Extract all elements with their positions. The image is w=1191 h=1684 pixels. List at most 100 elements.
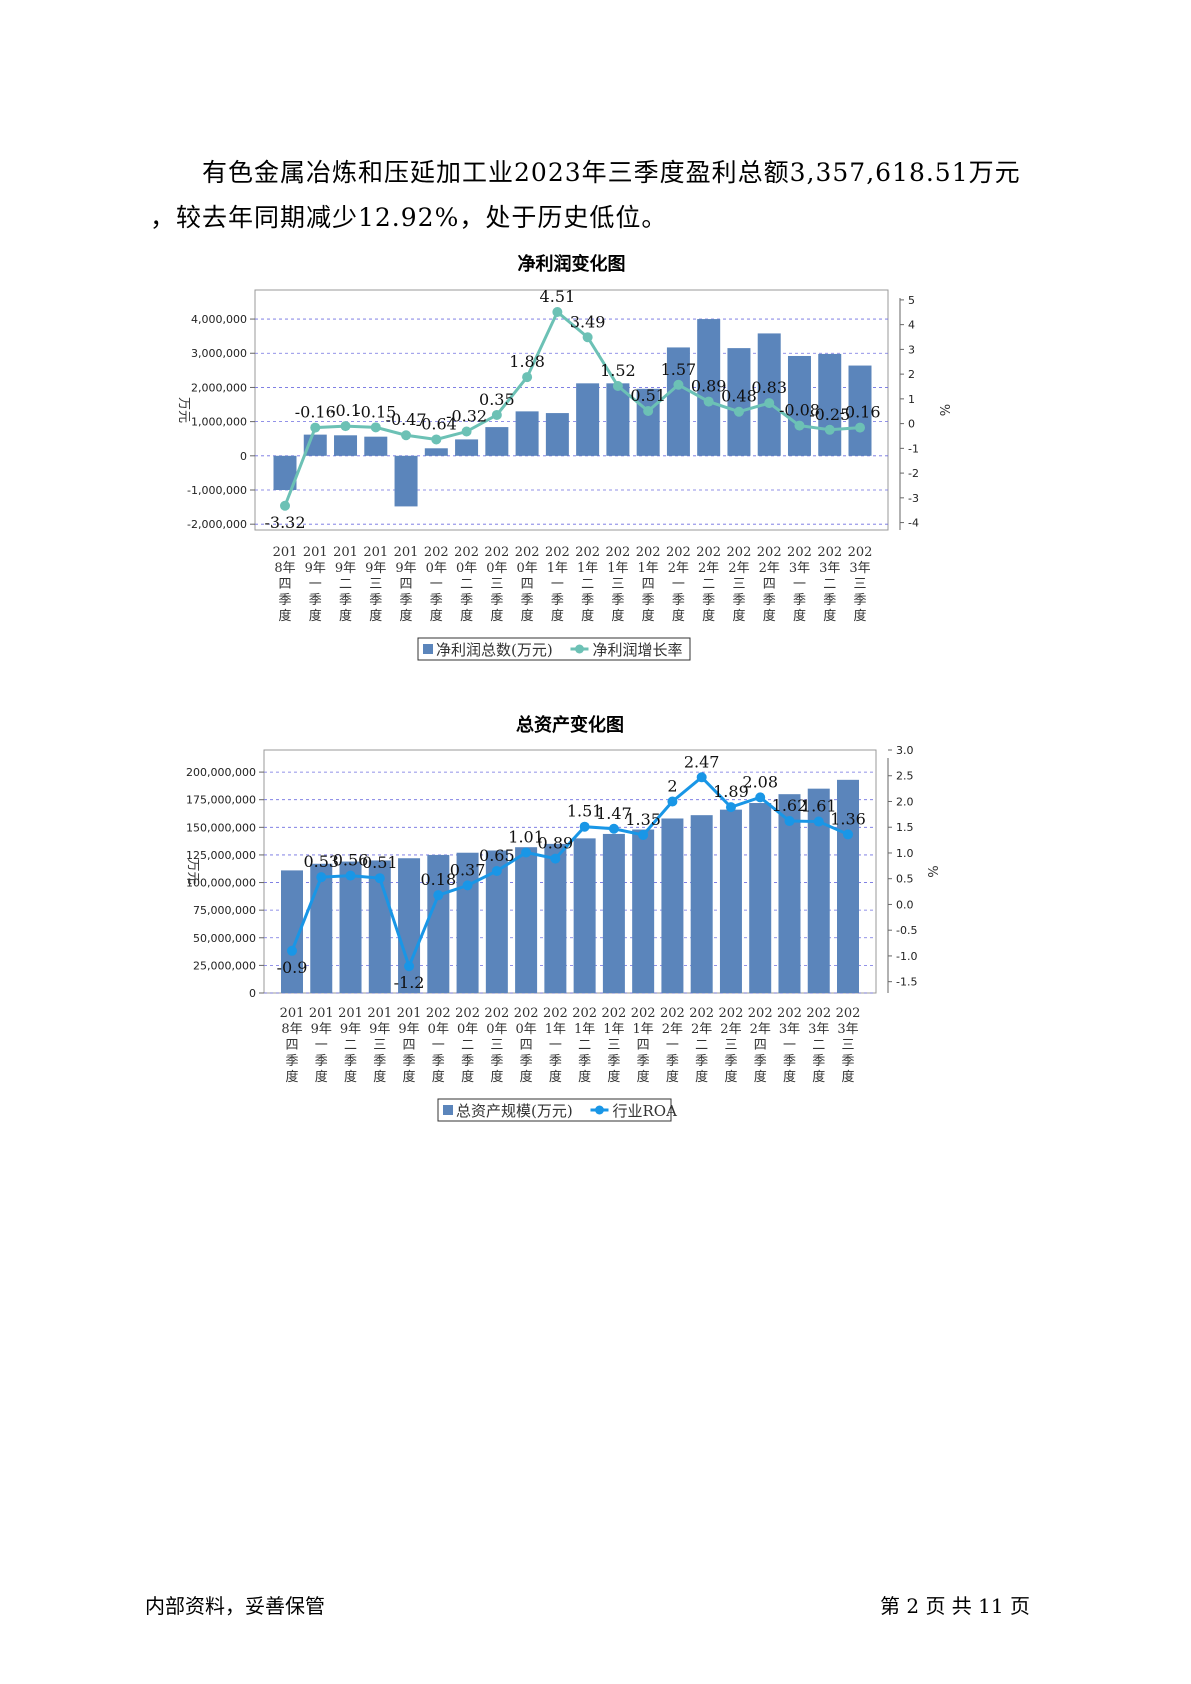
x-tick-label-part: 一: [793, 577, 806, 592]
x-tick-label-part: 202: [806, 1006, 831, 1021]
x-tick-label-part: 2年: [662, 1022, 683, 1037]
data-label: -0.08: [779, 401, 820, 420]
y2-tick-label: 1: [908, 393, 915, 406]
x-tick-label-part: 季: [702, 593, 715, 608]
y-tick-label: -1,000,000: [187, 484, 247, 497]
line-point: [280, 500, 290, 511]
line-point: [755, 792, 766, 803]
x-tick-label-part: 季: [315, 1054, 328, 1069]
x-tick-label-part: 四: [642, 577, 655, 592]
y-tick-label: 2,000,000: [191, 381, 247, 394]
data-label: -3.32: [264, 513, 305, 532]
y2-tick-label: -1.0: [896, 950, 917, 963]
line-point: [552, 307, 563, 318]
bar: [749, 803, 772, 993]
x-tick-label-part: 季: [724, 1054, 737, 1069]
y-axis-label: 万元: [176, 397, 191, 423]
x-tick-label-part: 一: [549, 1038, 562, 1053]
line-point: [725, 802, 736, 813]
data-label: -0.25: [809, 405, 850, 424]
x-tick-label-part: 度: [551, 608, 564, 624]
x-tick-label-part: 201: [367, 1006, 392, 1021]
data-label: 2: [667, 776, 677, 795]
x-tick-label-part: 季: [841, 1054, 854, 1069]
x-tick-label: 2023年三季度: [836, 1006, 861, 1085]
footer-confidential: 内部资料，妥善保管: [145, 1594, 325, 1618]
data-label: -1.2: [394, 973, 425, 992]
x-tick-label-part: 202: [605, 545, 630, 560]
x-tick-label-part: 1年: [577, 561, 598, 576]
x-tick-label-part: 度: [666, 1069, 679, 1085]
line-point: [696, 772, 707, 783]
x-tick-label-part: 度: [637, 1069, 650, 1085]
x-tick-label-part: 0年: [515, 1022, 536, 1037]
bar: [690, 815, 713, 993]
x-tick-label-part: 四: [754, 1038, 767, 1053]
bar: [757, 333, 781, 456]
y2-tick-label: 2.0: [896, 795, 914, 808]
data-label: 0.89: [538, 834, 574, 853]
line-point: [733, 406, 744, 417]
x-tick-label-part: 202: [666, 545, 691, 560]
x-tick-label-part: 二: [460, 577, 473, 592]
legend: 净利润总数(万元) 净利润增长率: [417, 637, 691, 661]
line-point: [401, 430, 412, 441]
x-tick-label-part: 三: [490, 577, 503, 592]
x-tick-label-part: 季: [637, 1054, 650, 1069]
x-tick-label-part: 度: [853, 608, 866, 624]
line-point: [855, 422, 865, 433]
x-tick-label-part: 季: [369, 593, 382, 608]
bar: [697, 319, 721, 456]
y-tick-label: -2,000,000: [187, 518, 247, 531]
x-tick-label-part: 度: [309, 608, 322, 624]
line-point: [370, 422, 381, 433]
x-tick-label-part: 2年: [759, 561, 780, 576]
x-tick-label-part: 季: [373, 1054, 386, 1069]
y-tick-label: 175,000,000: [186, 794, 256, 807]
x-tick-label-part: 202: [601, 1006, 626, 1021]
x-tick-label-part: 一: [783, 1038, 796, 1053]
bar: [334, 435, 358, 456]
x-tick-label-part: 季: [460, 593, 473, 608]
x-tick-label-part: 季: [642, 593, 655, 608]
data-label: 1.47: [596, 804, 632, 823]
x-tick-label-part: 202: [454, 545, 479, 560]
bar: [424, 448, 448, 456]
y2-tick-label: -1: [908, 442, 919, 455]
x-tick-label-part: 季: [400, 593, 413, 608]
x-tick-label-part: 季: [578, 1054, 591, 1069]
x-tick-label-part: 季: [520, 1054, 533, 1069]
x-tick-label-part: 四: [400, 577, 413, 592]
data-label: 2.47: [684, 752, 720, 771]
chart-title: 净利润变化图: [518, 253, 626, 275]
data-label: 1.57: [661, 360, 697, 379]
x-tick-label-part: 202: [748, 1006, 773, 1021]
x-tick-label-part: 二: [344, 1038, 357, 1053]
y-tick-label: 0: [240, 450, 247, 463]
x-tick-label-part: 9年: [369, 1022, 390, 1037]
x-tick-label-part: 202: [689, 1006, 714, 1021]
data-label: 0.37: [450, 860, 486, 879]
x-tick-label-part: 3年: [837, 1022, 858, 1037]
data-label: -0.1: [330, 401, 361, 420]
x-tick-label-part: 四: [763, 577, 776, 592]
data-label: -0.64: [416, 414, 457, 433]
x-tick-label-part: 四: [520, 1038, 533, 1053]
x-tick-label-part: 202: [426, 1006, 451, 1021]
y2-tick-label: 3: [908, 343, 915, 356]
x-tick-label-part: 三: [373, 1038, 386, 1053]
legend-line-label: 净利润增长率: [593, 641, 683, 659]
x-tick-label-part: 度: [403, 1069, 416, 1085]
y2-tick-label: 2.5: [896, 770, 914, 783]
x-tick-label-part: 季: [853, 593, 866, 608]
data-label: 0.18: [421, 870, 457, 889]
line-point: [784, 816, 795, 827]
x-tick-label-part: 202: [575, 545, 600, 560]
